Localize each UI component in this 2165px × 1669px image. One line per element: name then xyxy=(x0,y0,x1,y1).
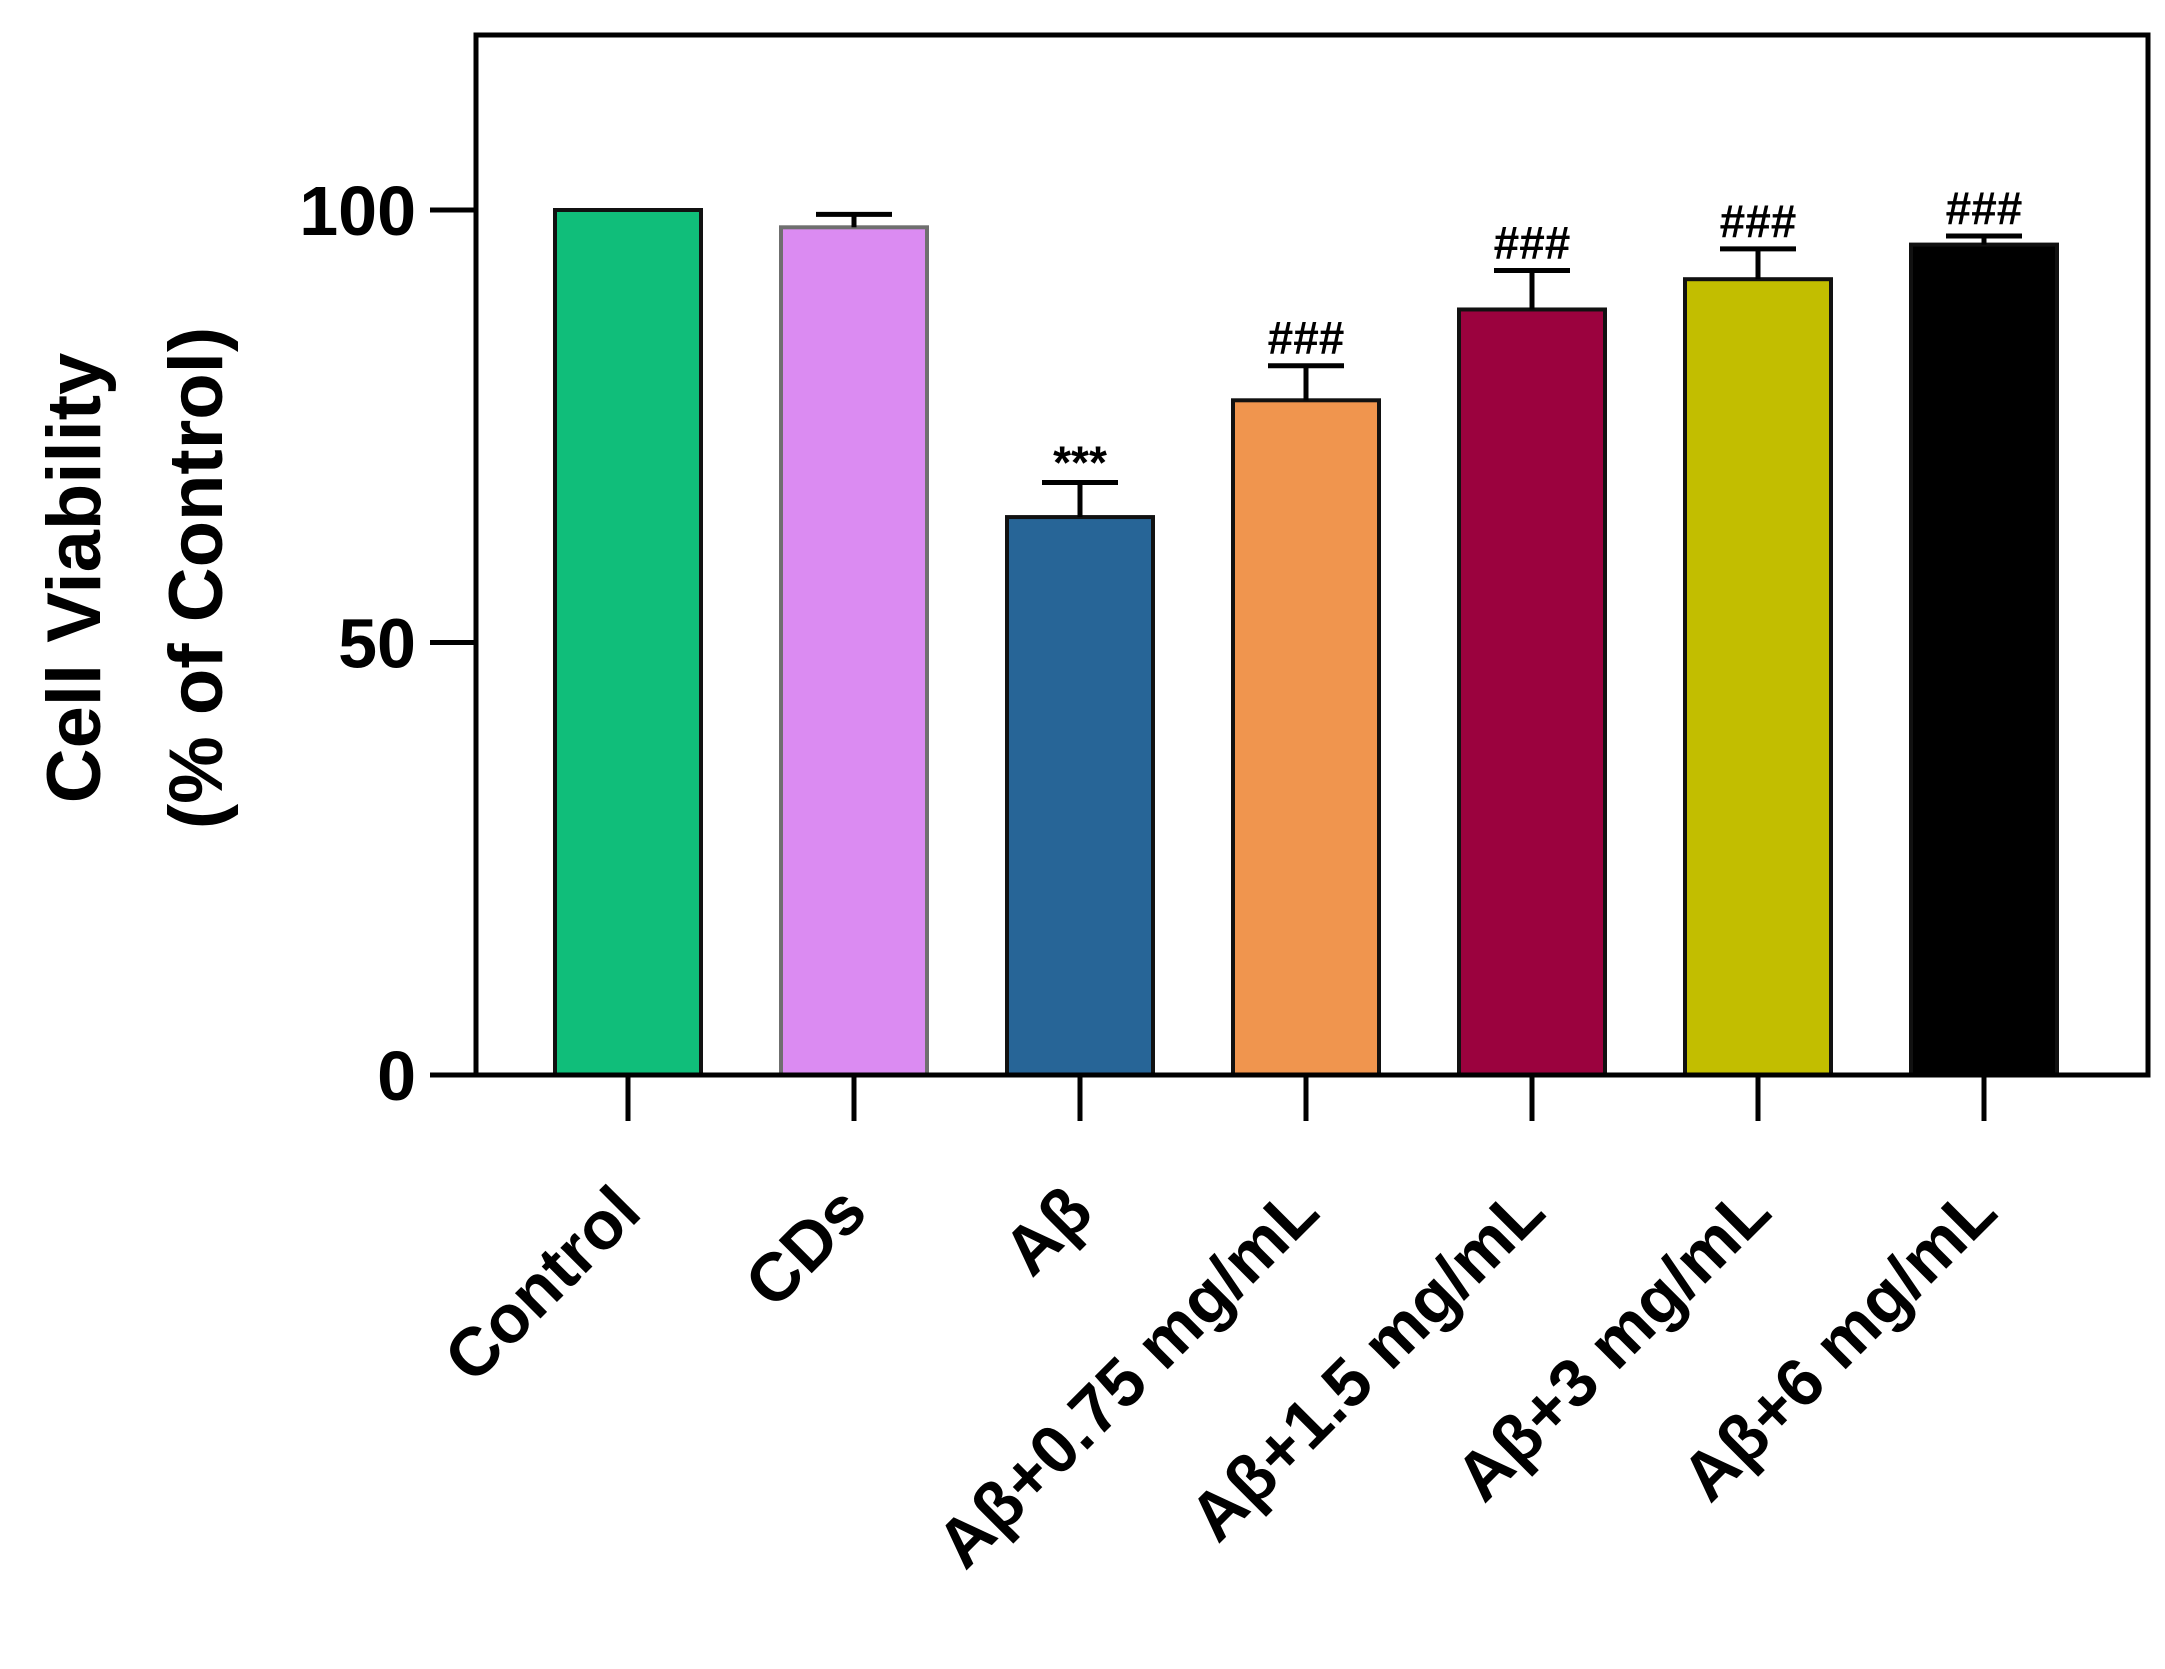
bar-6 xyxy=(1909,242,2059,1078)
y-axis-title-line1: Cell Viability xyxy=(32,353,117,804)
y-tick-label-1: 50 xyxy=(338,605,416,683)
x-tick-label-1: CDs xyxy=(731,1172,881,1322)
significance-annotations-group: *** ### ### ### ### xyxy=(1053,182,2022,489)
plot-frame xyxy=(473,32,2151,1078)
significance-label-3: ### xyxy=(1268,312,1345,364)
error-bars-group xyxy=(816,211,2022,518)
y-axis-ticks-group: 0 50 100 xyxy=(299,172,476,1115)
significance-label-2: *** xyxy=(1053,436,1107,488)
significance-label-4: ### xyxy=(1494,217,1571,269)
bar-4 xyxy=(1457,307,1607,1078)
bar-1 xyxy=(779,225,929,1078)
x-axis-ticks-group xyxy=(625,1075,1987,1121)
significance-label-5: ### xyxy=(1720,195,1797,247)
bar-5 xyxy=(1683,277,1833,1077)
bar-0 xyxy=(553,208,703,1077)
x-tick-label-2: Aβ xyxy=(989,1172,1107,1290)
x-tick-label-3: Aβ+0.75 mg/mL xyxy=(922,1172,1332,1582)
y-tick-label-2: 100 xyxy=(299,172,416,250)
bar-2 xyxy=(1005,515,1155,1077)
x-tick-label-0: Control xyxy=(430,1172,655,1397)
y-tick-label-0: 0 xyxy=(377,1037,416,1115)
bar-3 xyxy=(1231,398,1381,1077)
bars-group xyxy=(553,208,2059,1078)
significance-label-6: ### xyxy=(1946,182,2023,234)
y-axis-title-line2: (% of Control) xyxy=(154,327,239,829)
